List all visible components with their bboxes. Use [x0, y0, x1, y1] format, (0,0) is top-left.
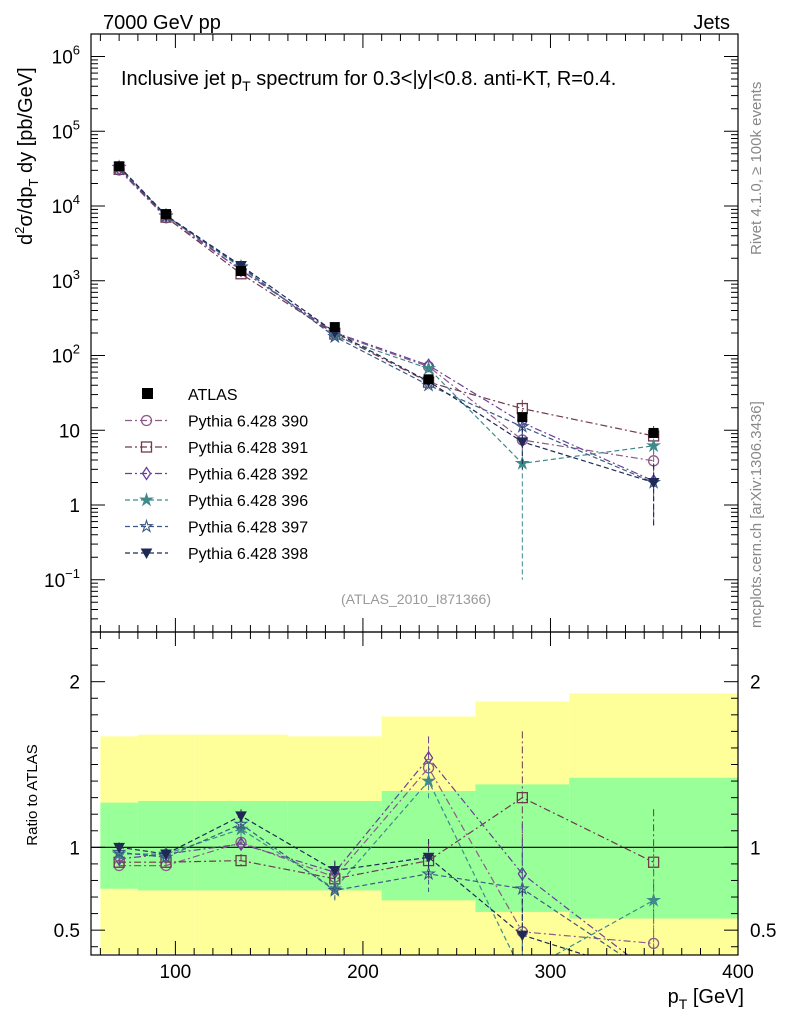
ratio-marker: [113, 842, 125, 854]
legend-marker: [140, 441, 153, 453]
atlas-data-point: [648, 427, 659, 438]
y-tick-base: 10: [52, 197, 73, 218]
y-tick-label: 10−1: [44, 566, 80, 592]
main-series-1: [113, 163, 660, 451]
ratio-y-tick-label-right: 2: [750, 673, 761, 694]
x-tick-label: 400: [722, 962, 754, 983]
series-marker: [235, 260, 247, 272]
x-tick-label: 200: [347, 962, 379, 983]
legend-marker: [141, 466, 152, 481]
ratio-marker: [236, 836, 246, 852]
main-series-0: [113, 164, 660, 478]
legend-marker: [139, 518, 154, 533]
ratio-marker: [421, 773, 437, 788]
ratio-marker: [235, 811, 247, 822]
ratio-marker: [233, 816, 249, 831]
legend-marker: [139, 492, 154, 507]
atlas-data: [114, 161, 659, 438]
ratio-marker: [327, 882, 343, 897]
ratio-marker: [235, 854, 247, 867]
x-axis-label: pT [GeV]: [668, 986, 744, 1012]
legend-label: Pythia 6.428 392: [188, 467, 308, 484]
y-tick-label: 1: [69, 496, 80, 517]
y-tick-label: 104: [52, 192, 80, 218]
legend-label: Pythia 6.428 391: [188, 440, 308, 457]
main-series-3: [111, 159, 662, 580]
legend-label-atlas: ATLAS: [188, 387, 238, 404]
ratio-y-tick-label: 1: [69, 838, 80, 859]
ratio-ylabel: Ratio to ATLAS: [24, 744, 41, 845]
series-line: [118, 166, 654, 484]
legend-marker-atlas: [142, 388, 153, 399]
ratio-marker: [516, 791, 528, 804]
series-marker: [327, 328, 343, 344]
ratio-marker: [516, 930, 529, 942]
atlas-data-point: [114, 161, 125, 172]
legend-label: Pythia 6.428 398: [188, 546, 308, 563]
main-frame: [90, 33, 739, 633]
rivet-version-label: Rivet 4.1.0, ≥ 100k events: [748, 82, 765, 255]
ratio-y-tick-label-right: 0.5: [750, 921, 776, 942]
y-tick-exp: 3: [73, 267, 80, 282]
y-tick-label: 10: [59, 421, 80, 442]
ratio-marker: [649, 973, 659, 982]
x-tick-label: 300: [535, 962, 567, 983]
legend-marker: [140, 414, 153, 427]
ratio-frame: [90, 631, 739, 956]
ratio-marker: [646, 892, 662, 907]
ratio-marker: [328, 866, 341, 877]
legend-marker: [140, 548, 153, 560]
y-tick-exp: 6: [73, 43, 80, 58]
y-tick-exp: 2: [73, 342, 80, 357]
analysis-id: (ATLAS_2010_I871366): [341, 591, 491, 607]
series-marker: [647, 478, 660, 489]
ratio-marker: [517, 967, 528, 978]
atlas-data-point: [517, 412, 528, 423]
mcplots-label: mcplots.cern.ch [arXiv:1306.3436]: [748, 401, 765, 628]
y-tick-base: 10: [52, 347, 73, 368]
ratio-y-tick-label-right: 1: [750, 838, 761, 859]
atlas-data-point: [423, 374, 434, 385]
ratio-marker: [648, 971, 659, 982]
y-tick-base: 10: [52, 122, 73, 143]
x-tick-label: 100: [160, 962, 192, 983]
y-tick-base: 1: [69, 496, 80, 517]
atlas-data-point: [161, 209, 172, 220]
ratio-marker: [111, 844, 127, 859]
ratio-marker: [650, 969, 658, 981]
ratio-marker: [160, 849, 172, 860]
series-marker: [421, 360, 437, 375]
header-right: Jets: [693, 12, 730, 34]
y-tick-exp: 4: [73, 192, 80, 207]
legend-label: Pythia 6.428 396: [188, 493, 308, 510]
y-tick-base: 10: [52, 48, 73, 69]
series-marker: [646, 437, 662, 453]
ratio-y-tick-label: 2: [69, 673, 80, 694]
legend-label: Pythia 6.428 397: [188, 520, 308, 537]
main-ylabel: d2σ/dpT dy [pb/GeV]: [12, 67, 41, 245]
y-tick-label: 102: [52, 342, 80, 368]
series-line: [118, 165, 654, 484]
header-left: 7000 GeV pp: [103, 12, 221, 34]
y-tick-label: 105: [52, 117, 80, 143]
y-tick-base: 10: [59, 421, 80, 442]
atlas-data-point: [236, 266, 247, 277]
y-tick-label: 106: [52, 43, 80, 69]
y-tick-exp: −1: [65, 566, 80, 581]
y-tick-base: 10: [44, 571, 65, 592]
main-title: Inclusive jet pT spectrum for 0.3<|y|<0.…: [121, 68, 616, 94]
ratio-series-5: [113, 809, 659, 982]
series-marker: [516, 437, 529, 448]
ratio-marker: [421, 866, 437, 881]
y-tick-label: 103: [52, 267, 80, 293]
uncertainty-band-inner: [137, 800, 195, 891]
atlas-data-point: [329, 322, 340, 333]
series-line: [118, 168, 654, 482]
legend-label: Pythia 6.428 390: [188, 414, 308, 431]
ratio-marker: [422, 852, 435, 864]
y-tick-exp: 5: [73, 117, 80, 132]
y-tick-base: 10: [52, 272, 73, 293]
ratio-y-tick-label: 0.5: [54, 921, 80, 942]
